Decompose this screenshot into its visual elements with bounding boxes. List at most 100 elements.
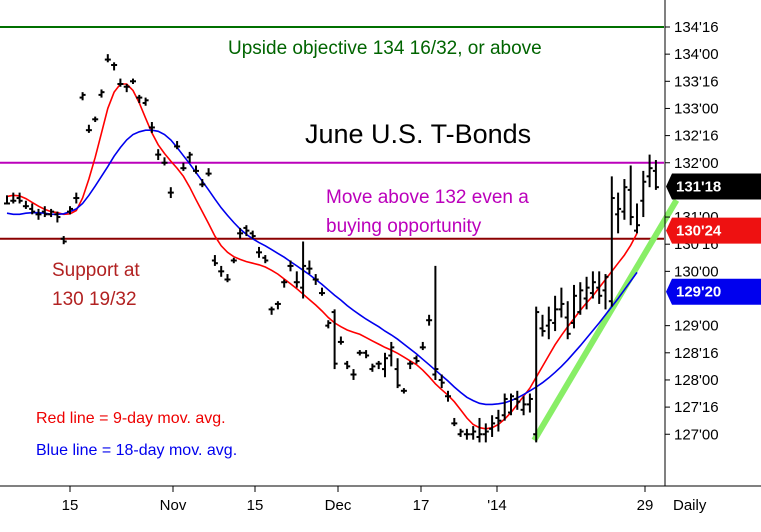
- price-bar: [445, 390, 451, 402]
- price-bar: [54, 211, 61, 223]
- support-label-line1: Support at: [52, 260, 140, 281]
- price-bar: [130, 78, 136, 85]
- y-tick-label: 130'00: [674, 263, 719, 280]
- price-bar: [501, 393, 508, 421]
- price-bar: [205, 168, 212, 177]
- x-tick-label: 15: [247, 497, 264, 514]
- price-badge-label: 131'18: [676, 179, 721, 196]
- price-bar: [287, 260, 294, 272]
- price-bar: [67, 206, 73, 215]
- price-bar: [117, 78, 124, 87]
- x-tick-label: 17: [413, 497, 430, 514]
- price-bar: [199, 179, 206, 188]
- x-axis-ticks: 15 Nov 15 Dec 17 '14 29: [62, 486, 654, 514]
- price-bar: [608, 176, 615, 307]
- price-bar: [356, 350, 363, 356]
- price-bar: [16, 192, 23, 204]
- price-bar: [123, 84, 130, 93]
- price-bar: [388, 341, 395, 367]
- price-bar: [218, 265, 225, 277]
- price-bar: [312, 274, 319, 285]
- price-bar: [533, 306, 540, 443]
- price-bar: [148, 122, 155, 133]
- x-tick-label: Dec: [325, 497, 352, 514]
- price-bar: [596, 271, 603, 304]
- price-bar: [451, 417, 458, 427]
- price-bar: [646, 154, 653, 188]
- y-tick-label: 129'00: [674, 318, 719, 335]
- support-label-line2: 130 19/32: [52, 289, 137, 310]
- price-bar: [268, 306, 275, 315]
- price-bar: [602, 274, 609, 310]
- y-tick-label: 128'16: [674, 345, 719, 362]
- trend-line-group: [531, 198, 680, 442]
- price-bar: [526, 393, 533, 413]
- price-bar: [552, 295, 559, 332]
- price-bar: [457, 428, 464, 437]
- y-tick-label: 127'16: [674, 399, 719, 416]
- price-badge-2: 129'20: [666, 278, 761, 305]
- x-tick-label: Nov: [160, 497, 187, 514]
- price-bar: [571, 284, 577, 329]
- y-tick-label: 128'00: [674, 372, 719, 389]
- price-bar: [495, 409, 502, 432]
- x-period-label: Daily: [673, 497, 707, 514]
- price-bar: [224, 274, 231, 283]
- price-bar: [652, 160, 659, 190]
- price-bar: [520, 396, 527, 416]
- price-bar: [167, 187, 174, 199]
- price-badges: 131'18 130'24 129'20: [666, 173, 761, 305]
- price-bar: [256, 246, 262, 258]
- price-bar: [432, 265, 439, 380]
- price-bar: [375, 360, 382, 370]
- price-bar: [589, 271, 596, 299]
- price-bar: [142, 97, 149, 106]
- y-tick-label: 127'00: [674, 426, 719, 443]
- x-tick-label: 29: [637, 497, 654, 514]
- y-tick-label: 134'16: [674, 19, 719, 36]
- price-bar: [161, 157, 168, 166]
- ma-line-18day: [6, 129, 638, 406]
- price-bar: [539, 314, 546, 337]
- price-bar: [463, 428, 470, 440]
- price-badge-label: 129'20: [676, 284, 721, 301]
- price-bar: [407, 360, 414, 370]
- legend-blue-line: Blue line = 18-day mov. avg.: [36, 442, 237, 459]
- price-bar: [300, 241, 307, 299]
- price-bar: [174, 141, 181, 150]
- price-bar: [193, 165, 199, 174]
- price-bar: [155, 149, 162, 161]
- price-bar: [41, 206, 48, 218]
- trend-line: [531, 198, 680, 442]
- price-bar: [489, 415, 496, 437]
- price-bar: [627, 165, 634, 226]
- price-bar: [319, 287, 325, 296]
- move-above-label-line2: buying opportunity: [326, 216, 482, 237]
- price-badge-1: 130'24: [666, 217, 761, 244]
- move-above-label-line1: Move above 132 even a: [326, 187, 529, 208]
- price-bar: [350, 369, 357, 380]
- price-bar: [640, 170, 647, 218]
- price-bar: [237, 227, 244, 239]
- price-badge-label: 130'24: [676, 223, 722, 240]
- ma-line-9day: [6, 83, 638, 430]
- price-bar: [293, 271, 300, 288]
- price-bar: [73, 192, 80, 204]
- price-bar: [325, 320, 332, 329]
- price-bar: [482, 423, 489, 443]
- price-bar: [394, 358, 401, 389]
- price-bar: [48, 208, 55, 218]
- y-tick-label: 133'16: [674, 73, 719, 90]
- chart-title: June U.S. T-Bonds: [305, 119, 531, 149]
- price-bar: [558, 287, 565, 318]
- price-bar: [274, 301, 281, 310]
- legend-red-line: Red line = 9-day mov. avg.: [36, 410, 226, 427]
- price-bar: [211, 255, 218, 266]
- price-bar: [306, 260, 313, 275]
- price-bar: [634, 203, 640, 234]
- price-bar: [249, 230, 256, 239]
- price-bar: [337, 336, 344, 345]
- price-bar: [470, 426, 477, 440]
- price-bar: [230, 257, 237, 264]
